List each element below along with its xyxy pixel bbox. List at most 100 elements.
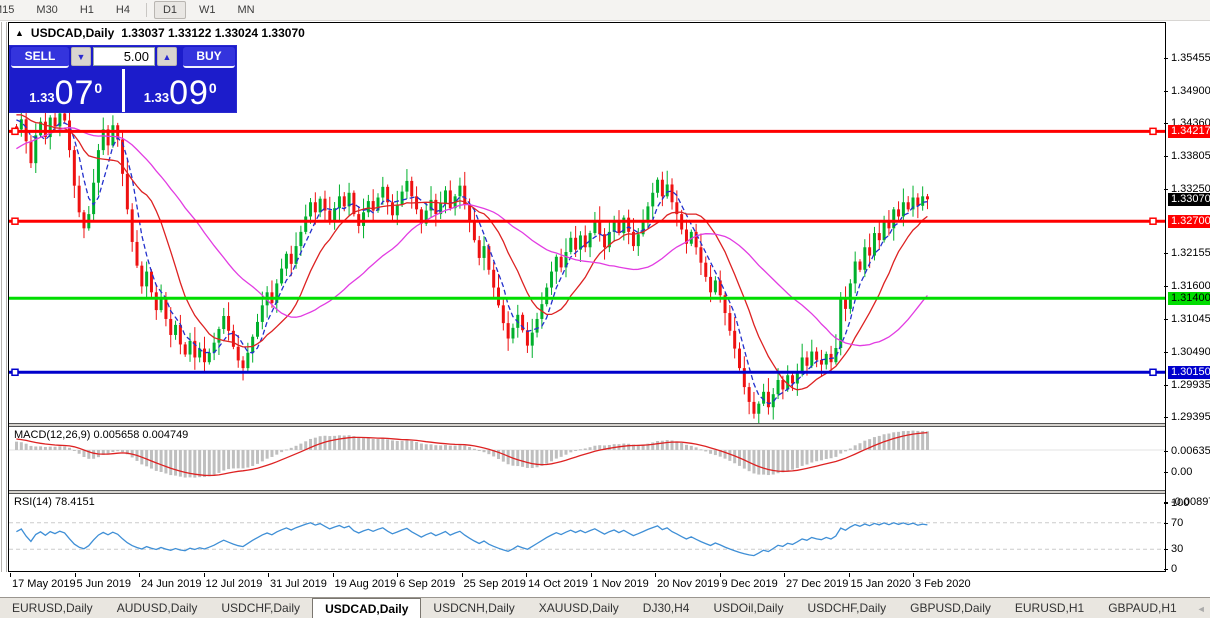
tab-eurusd-h1[interactable]: EURUSD,H1 bbox=[1014, 601, 1085, 615]
date-tick bbox=[913, 573, 914, 577]
timeframe-toolbar: M15 M30 H1 H4 D1 W1 MN bbox=[0, 0, 1210, 21]
tab-usdcad-daily[interactable]: USDCAD,Daily bbox=[312, 598, 422, 618]
price-level-chip: 1.33070 bbox=[1168, 193, 1210, 207]
toolbar-separator bbox=[145, 3, 147, 17]
macd-panel[interactable] bbox=[9, 427, 1165, 490]
timeframe-button-h4[interactable]: H4 bbox=[115, 4, 130, 16]
date-label: 5 Jun 2019 bbox=[76, 578, 131, 590]
date-label: 1 Nov 2019 bbox=[592, 578, 649, 590]
date-label: 25 Sep 2019 bbox=[463, 578, 526, 590]
rsi-indicator-label: RSI(14) 78.4151 bbox=[14, 496, 95, 508]
date-label: 24 Jun 2019 bbox=[141, 578, 202, 590]
date-label: 14 Oct 2019 bbox=[528, 578, 588, 590]
tab-usdchf-daily[interactable]: USDCHF,Daily bbox=[221, 601, 301, 615]
date-tick bbox=[139, 573, 140, 577]
price-axis-label: 1.31600 bbox=[1164, 280, 1210, 293]
price-level-chip: 1.31400 bbox=[1168, 292, 1210, 306]
date-tick bbox=[10, 573, 11, 577]
timeframe-button-m30[interactable]: M30 bbox=[36, 4, 58, 16]
date-tick bbox=[784, 573, 785, 577]
price-axis-label: -0.008978 bbox=[1164, 496, 1210, 509]
timeframe-button-h1[interactable]: H1 bbox=[79, 4, 94, 16]
date-tick bbox=[203, 573, 205, 577]
price-axis-label: 1.32155 bbox=[1164, 247, 1210, 260]
date-label: 6 Sep 2019 bbox=[399, 578, 456, 590]
price-axis-label: 1.33250 bbox=[1164, 183, 1210, 196]
date-label: 12 Jul 2019 bbox=[205, 578, 263, 590]
price-axis-label: 0.00 bbox=[1164, 466, 1192, 479]
date-tick bbox=[526, 573, 527, 577]
date-label: 3 Feb 2020 bbox=[915, 578, 971, 590]
bid-price-button[interactable]: 1.33 07 0 bbox=[10, 69, 122, 112]
tab-gbpaud-h1[interactable]: GBPAUD,H1 bbox=[1108, 601, 1177, 615]
tab-eurusd-daily[interactable]: EURUSD,Daily bbox=[12, 601, 93, 615]
date-tick bbox=[848, 573, 850, 577]
date-tick bbox=[397, 573, 398, 577]
tab-scroll-left[interactable]: ◄ bbox=[1196, 603, 1206, 614]
symbol-timeframe-label: USDCAD,Daily bbox=[30, 26, 115, 40]
ma-fast-line bbox=[16, 119, 928, 405]
date-label: 17 May 2019 bbox=[12, 578, 76, 590]
chart-frame: ▲ USDCAD,Daily 1.33037 1.33122 1.33024 1… bbox=[8, 22, 1166, 572]
buy-button[interactable]: BUY bbox=[183, 47, 235, 68]
ask-price-button[interactable]: 1.33 09 0 bbox=[124, 69, 236, 112]
tab-usdchf-daily[interactable]: USDCHF,Daily bbox=[807, 601, 887, 615]
price-axis-label: 1.34900 bbox=[1164, 85, 1210, 98]
tab-usdcnh-daily[interactable]: USDCNH,Daily bbox=[433, 601, 515, 615]
price-level-chip: 1.34217 bbox=[1168, 125, 1210, 139]
timeframe-button-w1[interactable]: W1 bbox=[199, 4, 216, 16]
date-label: 20 Nov 2019 bbox=[657, 578, 720, 590]
ma-slow-line bbox=[16, 127, 928, 347]
price-axis-label: 70 bbox=[1164, 517, 1183, 530]
main-price-chart[interactable] bbox=[9, 23, 1165, 423]
tab-gbpusd-daily[interactable]: GBPUSD,Daily bbox=[910, 601, 991, 615]
date-label: 19 Aug 2019 bbox=[334, 578, 397, 590]
price-axis-label: 0 bbox=[1164, 563, 1177, 576]
price-axis[interactable]: 1.35455 1.34900 1.34360 1.33805 1.33250 1.321… bbox=[1164, 22, 1210, 575]
date-tick bbox=[74, 573, 76, 577]
ohlc-values: 1.33037 1.33122 1.33024 1.33070 bbox=[121, 26, 305, 40]
one-click-trade-panel: SELL ▼ 5.00 ▲ BUY 1.33 07 0 1.33 09 0 bbox=[9, 45, 237, 113]
tab-dj30-h4[interactable]: DJ30,H4 bbox=[642, 601, 690, 615]
price-level-chip: 1.32700 bbox=[1168, 215, 1210, 229]
panel-splitter[interactable] bbox=[9, 423, 1165, 427]
date-label: 9 Dec 2019 bbox=[721, 578, 778, 590]
rsi-panel[interactable] bbox=[9, 494, 1165, 571]
date-label: 27 Dec 2019 bbox=[786, 578, 849, 590]
collapse-panel-icon[interactable]: ▲ bbox=[15, 28, 24, 38]
timeframe-button-mn[interactable]: MN bbox=[237, 4, 255, 16]
date-tick bbox=[590, 573, 592, 577]
tab-xauusd-daily[interactable]: XAUUSD,Daily bbox=[538, 601, 619, 615]
price-axis-label: 1.29935 bbox=[1164, 379, 1210, 392]
price-axis-label: 100 bbox=[1164, 497, 1189, 510]
price-axis-label: 1.30490 bbox=[1164, 346, 1210, 359]
price-axis-label: 1.31045 bbox=[1164, 313, 1210, 326]
date-label: 15 Jan 2020 bbox=[850, 578, 912, 590]
price-level-chip: 1.30150 bbox=[1168, 366, 1210, 380]
ma-mid-line bbox=[16, 114, 928, 391]
timeframe-button-d1[interactable]: D1 bbox=[153, 1, 186, 19]
price-axis-label: 30 bbox=[1164, 543, 1183, 556]
timeframe-button-m15[interactable]: M15 bbox=[0, 4, 15, 16]
tab-audusd-daily[interactable]: AUDUSD,Daily bbox=[116, 601, 198, 615]
price-axis-label: 0.006355 bbox=[1164, 445, 1210, 458]
date-tick bbox=[268, 573, 269, 577]
price-axis-label: 1.33805 bbox=[1164, 150, 1210, 163]
macd-indicator-label: MACD(12,26,9) 0.005658 0.004749 bbox=[14, 429, 189, 441]
date-tick bbox=[719, 573, 721, 577]
window-edge-divider[interactable] bbox=[1, 22, 7, 572]
volume-decrease-button[interactable]: ▼ bbox=[71, 47, 91, 66]
tab-usdoil-daily[interactable]: USDOil,Daily bbox=[713, 601, 784, 615]
sell-button[interactable]: SELL bbox=[11, 47, 69, 68]
volume-increase-button[interactable]: ▲ bbox=[157, 47, 177, 66]
volume-input[interactable]: 5.00 bbox=[93, 47, 155, 66]
price-axis-label: 1.35455 bbox=[1164, 52, 1210, 65]
date-tick bbox=[461, 573, 463, 577]
chart-title: ▲ USDCAD,Daily 1.33037 1.33122 1.33024 1… bbox=[15, 26, 305, 40]
date-tick bbox=[332, 573, 334, 577]
price-axis-label: 1.29395 bbox=[1164, 411, 1210, 424]
panel-splitter[interactable] bbox=[9, 490, 1165, 494]
chart-tab-bar: EURUSD,Daily AUDUSD,Daily USDCHF,Daily USDC… bbox=[0, 597, 1210, 618]
date-axis[interactable]: 17 May 2019 5 Jun 2019 24 Jun 2019 12 Jul 2… bbox=[8, 573, 1166, 595]
